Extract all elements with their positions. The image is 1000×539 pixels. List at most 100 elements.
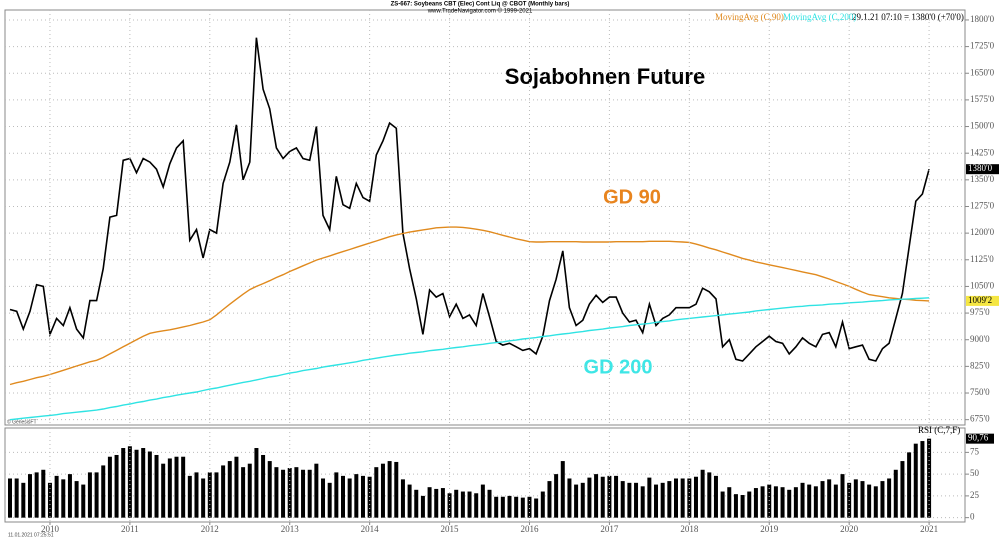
rsi-bar — [800, 482, 805, 518]
rsi-bar — [773, 486, 778, 518]
rsi-bar — [174, 456, 179, 518]
x-tick-label: 2020 — [840, 524, 859, 534]
rsi-bar — [554, 474, 559, 518]
rsi-bar — [740, 495, 745, 518]
rsi-bar — [127, 446, 132, 518]
rsi-bar — [580, 482, 585, 518]
rsi-bar — [41, 469, 46, 518]
rsi-bar — [241, 467, 246, 518]
rsi-bar — [474, 493, 479, 518]
y-tick-label: 975'0 — [970, 307, 990, 317]
rsi-bar — [467, 491, 472, 518]
last-value-box — [966, 164, 999, 175]
rsi-bar — [8, 478, 12, 518]
rsi-bar — [820, 481, 825, 518]
rsi-bar — [880, 481, 885, 518]
rsi-bar — [767, 484, 772, 518]
rsi-bar — [514, 496, 519, 518]
rsi-bar — [827, 479, 832, 518]
rsi-bar — [254, 448, 259, 518]
series-line — [9, 297, 930, 421]
series-line — [9, 37, 930, 362]
x-tick-label: 2011 — [121, 524, 139, 534]
rsi-bar — [634, 482, 639, 518]
rsi-title: RSI (C,7,F) — [918, 425, 960, 435]
y-tick-label: 1425'0 — [970, 147, 995, 157]
rsi-bar — [201, 478, 206, 518]
rsi-bar — [787, 489, 792, 518]
y-tick-label: 1125'0 — [970, 254, 994, 264]
rsi-bar — [14, 478, 19, 518]
y-tick-label: 25 — [970, 490, 980, 500]
rsi-bar — [400, 479, 405, 518]
rsi-bar — [807, 484, 812, 518]
rsi-bar — [354, 474, 359, 518]
last-value-box — [966, 295, 999, 306]
rsi-bar — [374, 467, 379, 518]
rsi-bar — [347, 478, 352, 518]
last-value-label: 90,76 — [968, 433, 989, 443]
rsi-bar — [407, 484, 412, 518]
rsi-bar — [294, 467, 299, 518]
y-tick-label: 50 — [970, 468, 980, 478]
y-tick-label: 1725'0 — [970, 41, 995, 51]
rsi-bar — [540, 491, 545, 518]
rsi-bar — [214, 472, 219, 518]
rsi-bar — [161, 463, 166, 518]
rsi-bar — [427, 487, 432, 518]
x-tick-label: 2013 — [281, 524, 300, 534]
rsi-bar — [54, 475, 59, 518]
rsi-bar — [900, 461, 905, 518]
rsi-bar — [654, 484, 659, 518]
y-tick-label: 1200'0 — [970, 227, 995, 237]
rsi-bar — [321, 478, 326, 518]
x-tick-label: 2018 — [680, 524, 699, 534]
header-source: www.TradeNavigator.com © 1999-2021 — [427, 8, 533, 15]
quote: 29.1.21 07:10 = 1380'0 (+70'0) — [852, 12, 964, 22]
rsi-bar — [281, 469, 286, 518]
rsi-bar — [893, 469, 898, 518]
rsi-bar — [334, 472, 339, 518]
rsi-bar — [707, 472, 712, 518]
x-tick-label: 2014 — [361, 524, 380, 534]
y-tick-label: 0 — [970, 512, 975, 522]
rsi-bar — [833, 484, 838, 518]
price-panel — [4, 9, 966, 426]
rsi-bar — [674, 478, 678, 518]
rsi-bar — [760, 486, 765, 518]
rsi-bar — [81, 484, 86, 518]
rsi-bar — [67, 474, 72, 518]
rsi-bar — [560, 461, 565, 518]
rsi-bar — [614, 475, 619, 518]
rsi-bar — [134, 449, 139, 518]
rsi-bar — [480, 484, 485, 518]
annotation-gd200: GD 200 — [584, 356, 653, 378]
x-tick-label: 2015 — [441, 524, 460, 534]
y-tick-label: 1500'0 — [970, 121, 995, 131]
y-tick-label: 75 — [970, 446, 980, 456]
x-tick-label: 2010 — [41, 524, 60, 534]
legend-label: MovingAvg (C,200) — [783, 12, 856, 22]
rsi-bar — [227, 461, 232, 518]
rsi-bar — [713, 475, 718, 518]
rsi-bar — [101, 465, 106, 518]
rsi-bar — [547, 481, 552, 518]
series-line — [9, 226, 930, 386]
rsi-bar — [840, 474, 845, 518]
rsi-bar — [460, 491, 465, 518]
header-title: ZS-667: Soybeans CBT (Elec) Cont Liq @ C… — [391, 2, 570, 8]
rsi-bar — [274, 467, 279, 518]
data-vendor: © GenesisFT — [7, 418, 37, 425]
rsi-bar — [873, 486, 878, 518]
y-tick-label: 1800'0 — [970, 14, 995, 24]
rsi-bar — [360, 475, 365, 518]
rsi-bar — [327, 482, 332, 518]
y-tick-label: 1650'0 — [970, 67, 995, 77]
rsi-bar — [534, 498, 539, 518]
rsi-bar — [520, 497, 525, 518]
rsi-bar — [627, 482, 632, 518]
y-tick-label: 1050'0 — [970, 280, 995, 290]
y-tick-label: 1275'0 — [970, 201, 995, 211]
rsi-bar — [574, 484, 579, 518]
rsi-bar — [927, 438, 932, 518]
